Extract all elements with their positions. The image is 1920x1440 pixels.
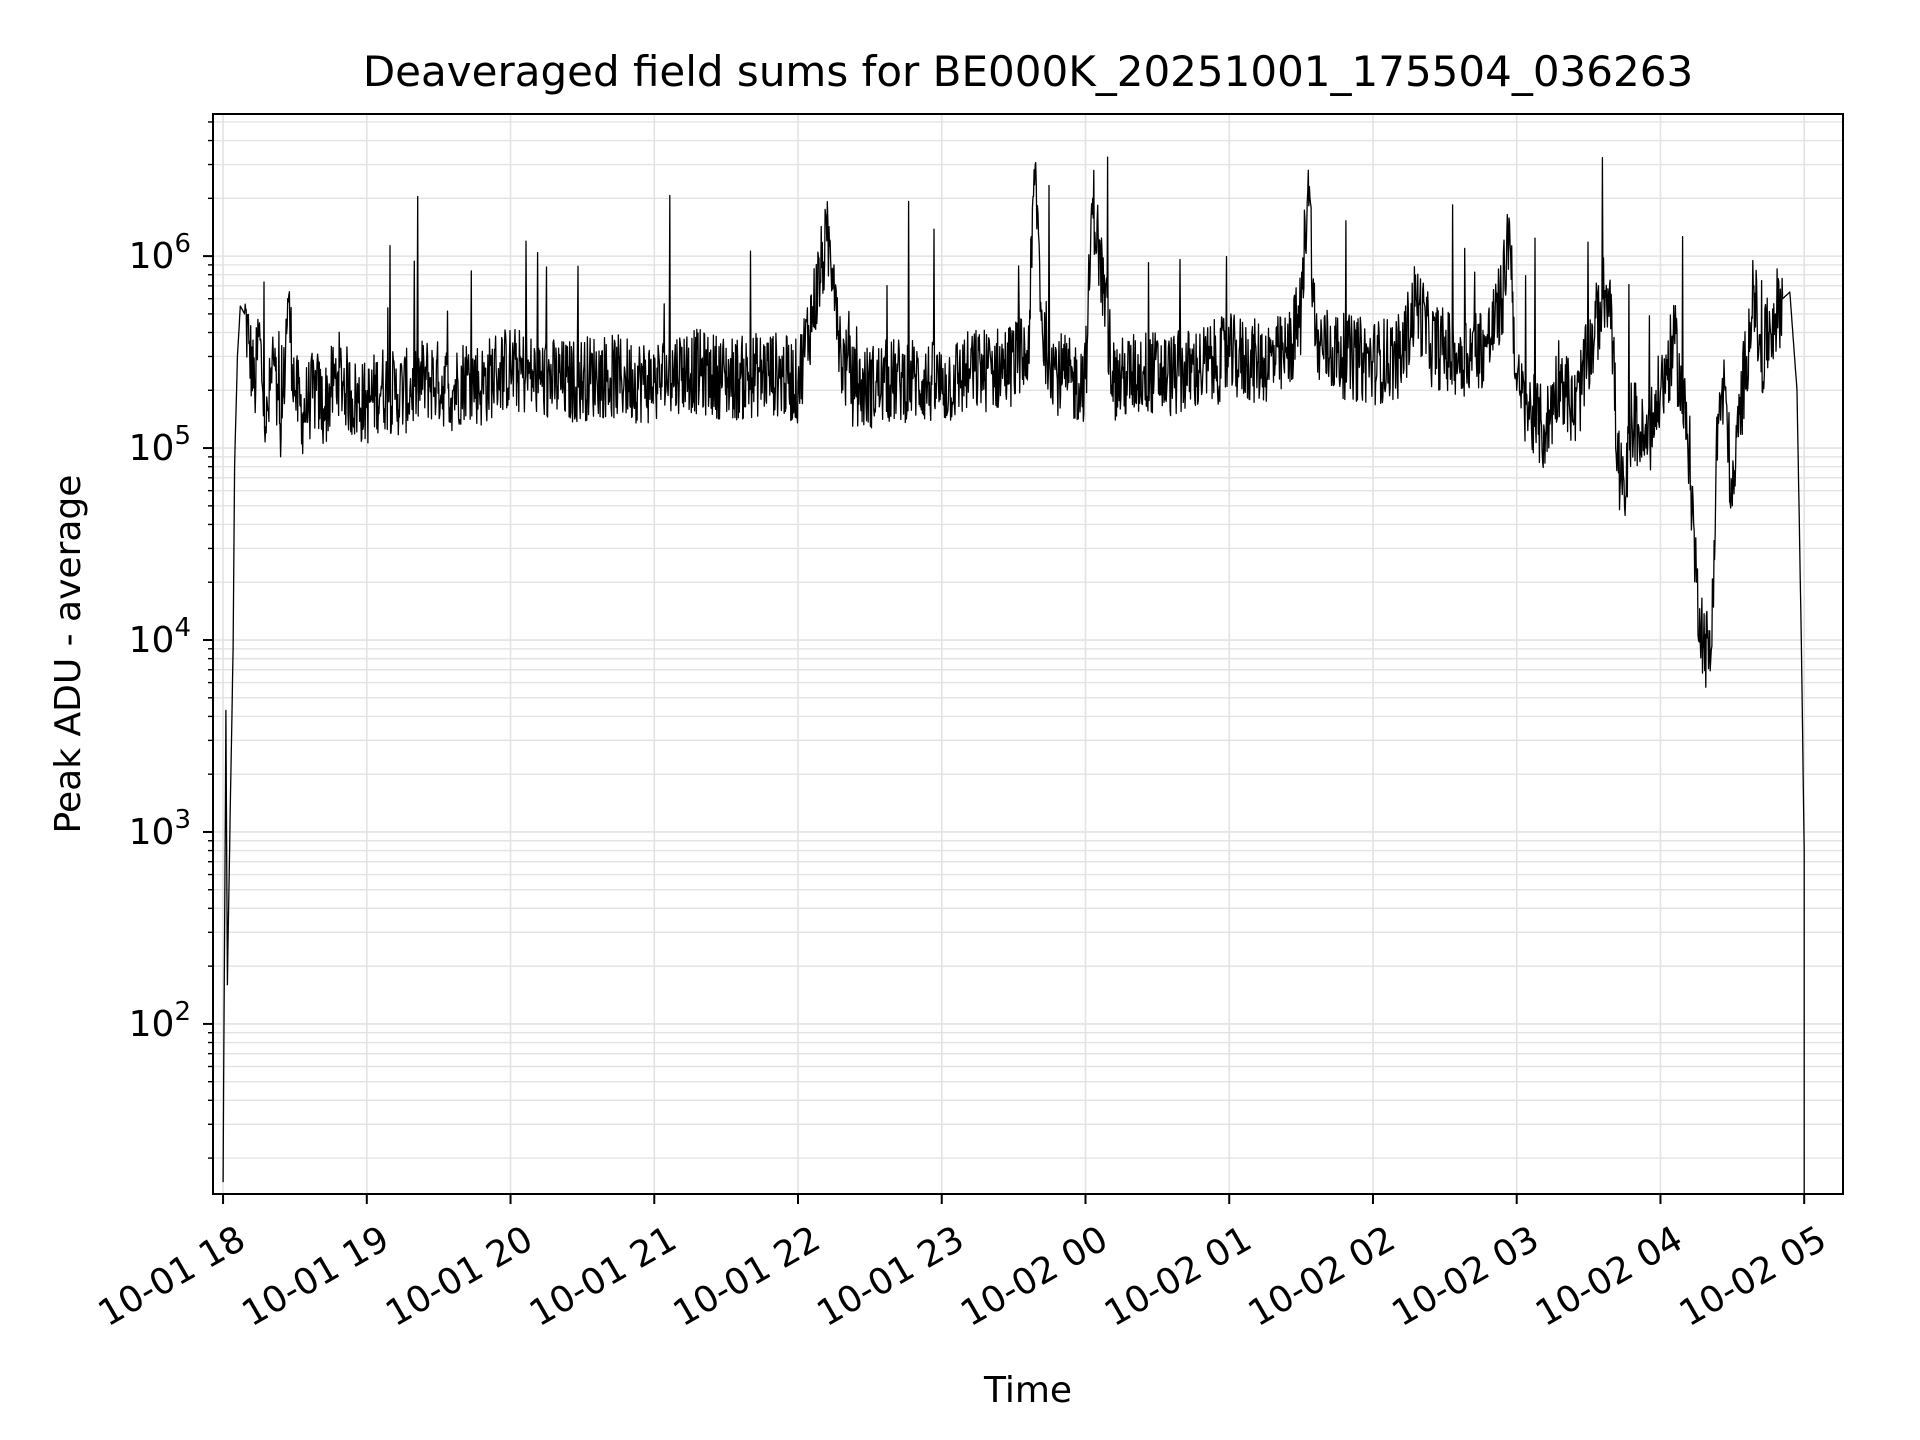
y-axis-label: Peak ADU - average [48,475,89,834]
chart-title: Deaveraged field sums for BE000K_2025100… [363,47,1693,96]
x-axis-label: Time [983,1370,1072,1411]
plot-area [222,156,1805,1194]
y-tick-label: 103 [129,805,191,853]
series-line [222,156,1805,1194]
y-tick-label: 105 [129,421,191,469]
axes-frame [212,113,1844,1195]
y-tick-label: 102 [129,997,191,1045]
grid [213,114,1843,1194]
y-tick-label: 106 [129,229,191,277]
y-tick-label: 104 [129,613,191,661]
y-axis: 102 103 104 105 106 [129,121,213,1159]
